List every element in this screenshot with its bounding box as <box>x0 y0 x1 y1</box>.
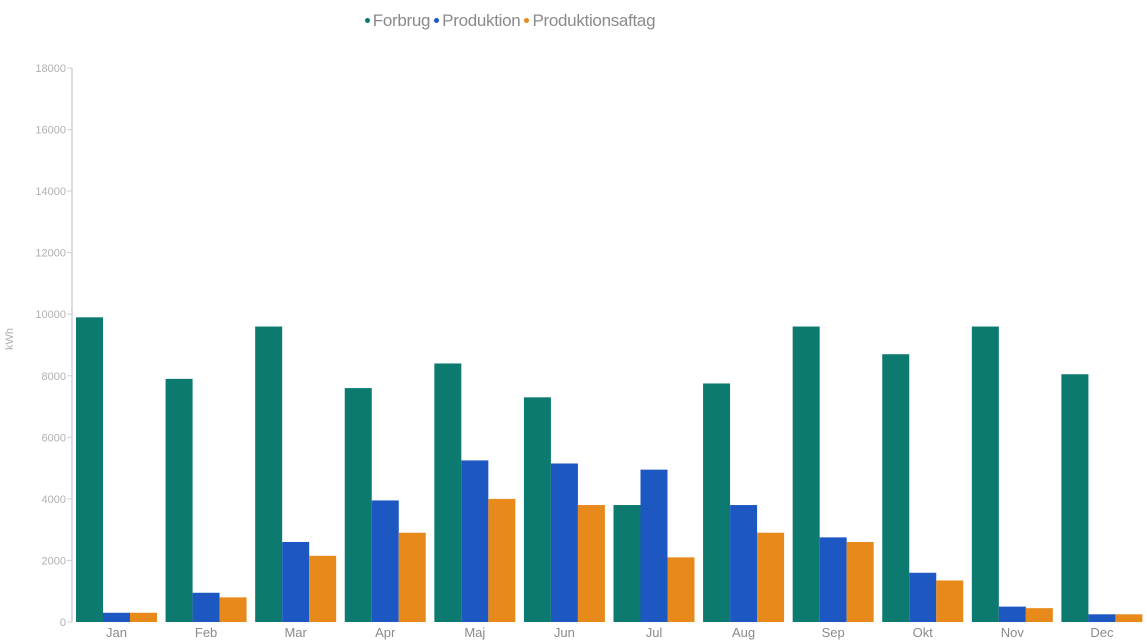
y-tick-label-4: 8000 <box>42 371 66 383</box>
bar-forbrug-jun <box>523 397 551 622</box>
bar-produktionsaftag-sep <box>846 541 874 622</box>
y-tick-label-9: 18000 <box>35 63 66 75</box>
bar-produktionsaftag-jan <box>130 612 157 622</box>
y-tick-label-1: 2000 <box>42 555 66 567</box>
bar-produktionsaftag-okt <box>936 580 964 622</box>
y-tick-label-7: 14000 <box>35 186 66 198</box>
bar-produktionsaftag-jun <box>577 505 605 622</box>
bar-forbrug-sep <box>792 326 820 622</box>
bar-produktion-mar <box>282 541 310 622</box>
bar-forbrug-okt <box>882 354 910 622</box>
bar-produktionsaftag-apr <box>398 532 426 622</box>
legend-marker-forbrug <box>364 18 370 23</box>
bar-forbrug-mar <box>255 326 283 622</box>
legend: Forbrug Produktion Produktionsaftag <box>0 8 1020 31</box>
bar-forbrug-nov <box>971 326 999 622</box>
bar-produktion-sep <box>819 537 847 622</box>
bar-produktion-feb <box>192 592 220 622</box>
x-tick-label-jun: Jun <box>554 625 575 640</box>
bar-produktion-dec <box>1088 614 1116 622</box>
bar-forbrug-aug <box>703 383 731 622</box>
x-tick-label-maj: Maj <box>464 625 485 640</box>
y-tick-label-5: 10000 <box>35 309 66 321</box>
bar-produktion-apr <box>371 500 399 622</box>
bar-forbrug-dec <box>1061 374 1089 622</box>
bar-produktionsaftag-maj <box>488 498 516 622</box>
bar-produktionsaftag-jul <box>667 557 695 622</box>
bar-produktion-jun <box>550 463 578 622</box>
legend-label-produktionsaftag: Produktionsaftag <box>532 10 656 30</box>
bar-produktionsaftag-feb <box>219 597 247 622</box>
bar-forbrug-maj <box>434 363 462 622</box>
legend-marker-produktion <box>434 18 440 23</box>
legend-marker-produktionsaftag <box>524 18 530 23</box>
bar-produktion-okt <box>909 572 937 622</box>
x-tick-label-jul: Jul <box>646 625 663 640</box>
bar-forbrug-jul <box>613 505 641 622</box>
bar-produktion-jul <box>640 469 668 622</box>
x-tick-label-jan: Jan <box>106 625 127 640</box>
bar-produktion-maj <box>461 460 489 622</box>
x-tick-label-mar: Mar <box>284 625 307 640</box>
y-tick-label-3: 6000 <box>42 432 66 444</box>
y-tick-label-8: 16000 <box>35 125 66 137</box>
x-tick-label-apr: Apr <box>375 625 396 640</box>
y-tick-label-0: 0 <box>60 617 66 629</box>
x-tick-label-feb: Feb <box>195 625 217 640</box>
x-tick-label-aug: Aug <box>732 625 755 640</box>
legend-item-produktionsaftag[interactable]: Produktionsaftag <box>524 10 656 31</box>
legend-item-forbrug[interactable]: Forbrug <box>364 10 431 31</box>
x-tick-label-okt: Okt <box>913 625 934 640</box>
bar-forbrug-feb <box>165 378 193 622</box>
bar-produktionsaftag-aug <box>757 532 785 622</box>
legend-label-produktion: Produktion <box>442 10 521 30</box>
bar-forbrug-jan <box>76 317 103 622</box>
legend-label-forbrug: Forbrug <box>372 10 431 30</box>
bar-produktionsaftag-mar <box>309 555 337 622</box>
y-tick-label-2: 4000 <box>42 494 66 506</box>
bar-produktionsaftag-nov <box>1025 608 1053 622</box>
bar-produktion-aug <box>730 505 758 622</box>
x-tick-label-dec: Dec <box>1090 625 1114 640</box>
legend-item-produktion[interactable]: Produktion <box>434 10 521 31</box>
bar-produktion-nov <box>998 606 1026 622</box>
x-tick-label-nov: Nov <box>1001 625 1025 640</box>
y-tick-label-6: 12000 <box>35 248 66 260</box>
bar-produktion-jan <box>103 612 130 622</box>
x-tick-label-sep: Sep <box>822 625 845 640</box>
bar-forbrug-apr <box>344 388 372 622</box>
bar-produktionsaftag-dec <box>1115 614 1143 622</box>
